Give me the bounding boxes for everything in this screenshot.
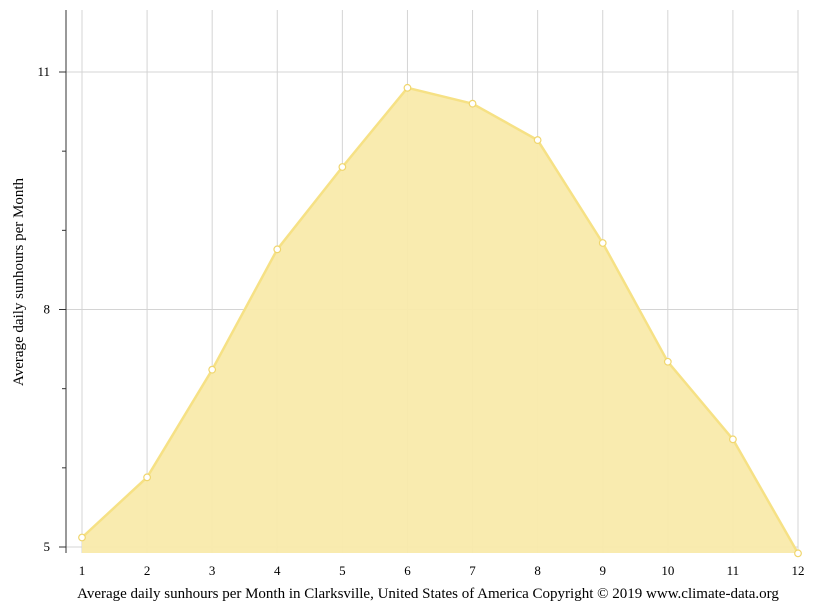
x-tick-label: 10 [661, 563, 674, 578]
x-tick-label: 6 [404, 563, 411, 578]
y-tick-label: 11 [37, 64, 50, 79]
data-point-month-7 [468, 99, 477, 108]
x-tick-labels: 1 2 3 4 5 6 7 8 9 10 11 12 [79, 563, 805, 578]
x-tick-label: 5 [339, 563, 346, 578]
data-point-month-10 [663, 357, 672, 366]
x-axis-title: Average daily sunhours per Month in Clar… [77, 586, 779, 602]
x-tick-label: 9 [599, 563, 606, 578]
x-tick-label: 3 [209, 563, 216, 578]
series-area-fill [82, 87, 798, 554]
y-tick-label: 8 [44, 302, 51, 317]
data-point-month-2 [143, 473, 151, 482]
data-point-month-5 [338, 163, 347, 171]
x-tick-label: 2 [144, 563, 151, 578]
x-tick-label: 8 [534, 563, 541, 578]
data-point-month-1 [78, 533, 86, 542]
data-point-month-8 [533, 136, 542, 144]
x-tick-label: 12 [792, 563, 805, 578]
x-tick-label: 1 [79, 563, 86, 578]
y-tick-labels: 5 8 11 [37, 64, 50, 554]
y-axis-title: Average daily sunhours per Month [11, 178, 27, 387]
data-point-month-4 [273, 245, 282, 254]
y-tick-label: 5 [44, 539, 51, 554]
data-point-month-9 [598, 239, 607, 247]
data-point-month-6 [403, 83, 412, 92]
data-point-month-3 [208, 365, 217, 374]
data-points [78, 83, 802, 558]
x-tick-label: 4 [274, 563, 281, 578]
axes [59, 10, 67, 553]
data-point-month-11 [729, 435, 737, 444]
data-point-month-12 [794, 549, 802, 558]
series-line [81, 86, 800, 554]
x-tick-label: 7 [469, 563, 476, 578]
x-tick-label: 11 [727, 563, 740, 578]
